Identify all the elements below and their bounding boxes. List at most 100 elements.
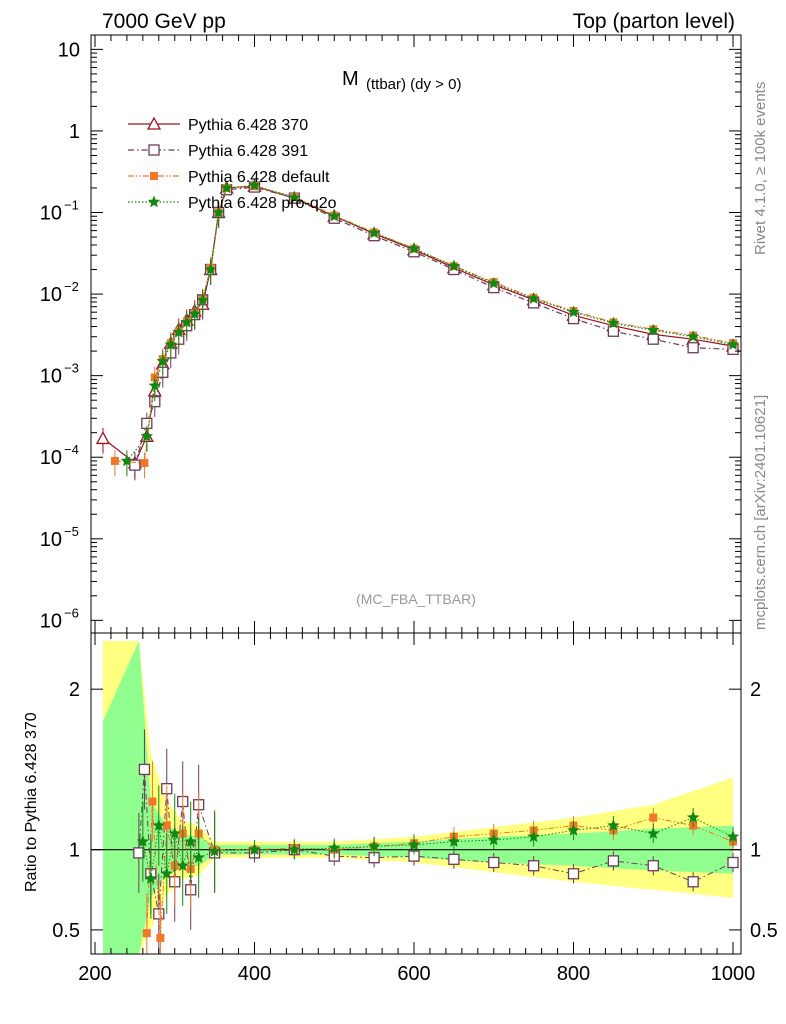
series-3-point bbox=[140, 429, 154, 442]
ratio-series-0-point bbox=[567, 868, 580, 880]
ratio-series-1-point bbox=[649, 813, 658, 822]
series-1-point bbox=[647, 333, 659, 345]
series-3-point bbox=[212, 205, 225, 218]
series-3-point bbox=[567, 305, 580, 318]
ratio-plot-area bbox=[91, 641, 741, 954]
ratio-series-1-point bbox=[156, 933, 165, 942]
legend-marker bbox=[146, 116, 162, 130]
ratio-series-2-point bbox=[288, 843, 301, 856]
x-tick-label: 200 bbox=[78, 963, 111, 985]
ratio-series-2-point bbox=[567, 823, 580, 836]
series-2-point bbox=[110, 456, 119, 465]
ratio-series-0-point bbox=[607, 855, 620, 867]
x-axis: 200 400 600 800 1000 bbox=[78, 35, 755, 985]
series-3-point bbox=[527, 291, 540, 305]
ratio-y-tick-label-right: 1 bbox=[750, 840, 761, 862]
legend-label: Pythia 6.428 pro-q2o bbox=[188, 195, 337, 212]
series-3-point bbox=[148, 379, 162, 392]
series-2-line bbox=[114, 185, 734, 464]
y-tick-label: 10 bbox=[40, 447, 62, 469]
y-tick-label: 1 bbox=[69, 121, 80, 143]
series-3-point bbox=[220, 181, 233, 194]
plot-title-main: M bbox=[342, 68, 359, 90]
y-tick-exponent: −1 bbox=[64, 198, 79, 213]
ratio-y-tick-label: 1 bbox=[69, 840, 80, 862]
ratio-series-2-point bbox=[136, 834, 150, 848]
series-0-point bbox=[95, 431, 111, 445]
ratio-series-0-point bbox=[488, 856, 500, 869]
series-3-point bbox=[204, 262, 217, 275]
y-tick-label: 10 bbox=[40, 529, 62, 551]
ratio-series-2-point bbox=[176, 859, 190, 872]
ratio-y-tick-label-right: 2 bbox=[750, 679, 761, 701]
x-tick-label: 400 bbox=[238, 963, 271, 985]
series-3-point bbox=[188, 307, 202, 320]
ratio-series-2-point bbox=[367, 839, 381, 852]
ratio-series-1-point bbox=[162, 821, 171, 830]
ratio-series-0-point bbox=[647, 860, 659, 872]
y-tick-label: 10 bbox=[40, 366, 62, 388]
ratio-series-0-point bbox=[448, 853, 460, 865]
mcplots-label: mcplots.cern.ch [arXiv:2401.10621] bbox=[752, 395, 769, 630]
uncertainty-band-yellow bbox=[103, 641, 733, 954]
ratio-series-2-point bbox=[646, 826, 660, 840]
header-right: Top (parton level) bbox=[573, 10, 735, 33]
y-tick-exponent: −6 bbox=[64, 605, 79, 620]
ratio-y-tick-label-right: 0.5 bbox=[750, 920, 778, 942]
ratio-series-2-point bbox=[726, 830, 740, 843]
y-tick-label: 10 bbox=[58, 39, 80, 61]
legend-label: Pythia 6.428 370 bbox=[188, 117, 308, 134]
series-3-point bbox=[726, 337, 740, 351]
ratio-panel: 2 2 1 1 0.5 0.5 200 400 600 800 1000 Ratio to Pyt… bbox=[23, 35, 778, 985]
ratio-y-tick-label: 2 bbox=[69, 679, 80, 701]
ratio-series-1-point bbox=[142, 929, 151, 938]
legend-label: Pythia 6.428 391 bbox=[188, 143, 308, 160]
main-plot-area bbox=[95, 178, 741, 481]
ratio-series-2-point bbox=[487, 833, 501, 846]
ratio-y-axis: 2 2 1 1 0.5 0.5 bbox=[52, 679, 778, 942]
ratio-series-2-point bbox=[160, 867, 174, 880]
header-left: 7000 GeV pp bbox=[102, 10, 226, 33]
ratio-series-0-point bbox=[138, 763, 151, 776]
series-3-point bbox=[407, 242, 421, 255]
y-tick-exponent: −4 bbox=[64, 442, 79, 457]
series-3-point bbox=[156, 354, 170, 367]
series-3-point bbox=[180, 315, 194, 328]
series-3-point bbox=[196, 293, 210, 306]
y-tick-exponent: −3 bbox=[64, 361, 79, 376]
legend: Pythia 6.428 370 Pythia 6.428 391 Pythia 6… bbox=[128, 116, 337, 212]
ratio-series-0-point bbox=[527, 860, 540, 872]
ratio-series-0-point bbox=[133, 847, 145, 859]
series-1-point bbox=[687, 342, 699, 354]
ratio-series-2-point bbox=[527, 830, 540, 843]
ratio-series-1-point bbox=[148, 797, 157, 806]
ratio-series-2-line bbox=[142, 817, 734, 879]
ratio-series-2-point bbox=[184, 834, 198, 848]
rivet-label: Rivet 4.1.0, ≥ 100k events bbox=[752, 82, 769, 255]
y-tick-label: 10 bbox=[40, 610, 62, 632]
y-tick-exponent: −2 bbox=[64, 279, 79, 294]
series-3-point bbox=[288, 191, 301, 204]
series-3-point bbox=[172, 325, 186, 338]
y-tick-label: 10 bbox=[40, 284, 62, 306]
series-3-point bbox=[367, 226, 381, 239]
uncertainty-band-green bbox=[103, 641, 733, 954]
ratio-series-0-point bbox=[687, 876, 699, 888]
ratio-series-2-point bbox=[686, 810, 700, 823]
ratio-series-2-point bbox=[192, 851, 206, 864]
ratio-series-2-point bbox=[152, 818, 166, 832]
ratio-series-2-point bbox=[407, 838, 421, 851]
y-tick-exponent: −5 bbox=[64, 524, 79, 539]
ratio-series-2-point bbox=[144, 871, 158, 884]
legend-marker bbox=[148, 144, 160, 156]
ratio-series-0-point bbox=[727, 856, 739, 869]
series-3-point bbox=[164, 337, 178, 351]
legend-marker bbox=[147, 195, 161, 208]
series-3-point bbox=[447, 259, 461, 272]
ratio-series-2-point bbox=[447, 834, 461, 848]
ratio-frame bbox=[90, 632, 742, 955]
ratio-series-2-point bbox=[168, 826, 182, 840]
